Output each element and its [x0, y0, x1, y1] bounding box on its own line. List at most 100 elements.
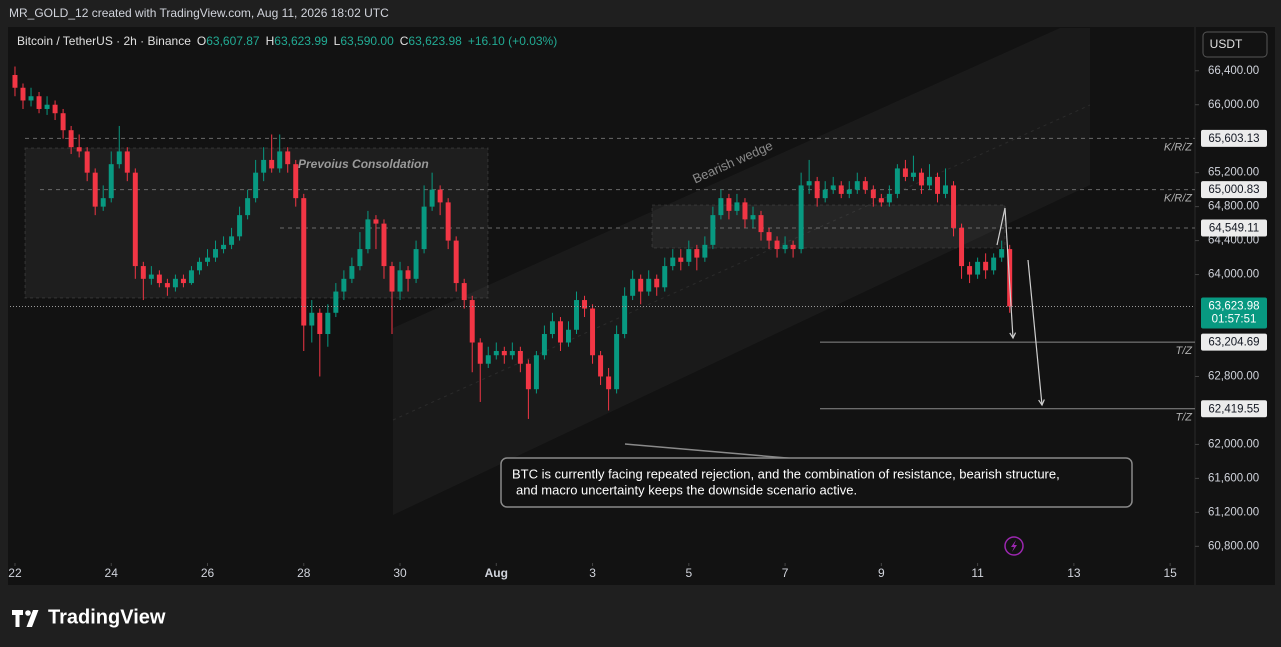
- candle-body: [180, 278, 186, 284]
- candle-body: [806, 181, 812, 186]
- candle-body: [662, 266, 668, 288]
- candle-body: [654, 278, 660, 288]
- candle-body: [437, 189, 443, 203]
- candle-body: [983, 261, 989, 271]
- candle-body: [533, 355, 539, 390]
- candle-body: [862, 181, 868, 190]
- candle-body: [253, 172, 259, 199]
- candle-body: [622, 295, 628, 335]
- candle-body: [156, 274, 162, 284]
- ohlc-value: 63,607.87: [206, 34, 260, 48]
- x-tick-label: 11: [971, 566, 984, 580]
- candle-body: [566, 329, 571, 343]
- event-icon[interactable]: [1004, 536, 1024, 556]
- logo-part: [25, 610, 31, 616]
- candle-body: [52, 104, 58, 114]
- candle-body: [959, 227, 965, 267]
- candle-body: [301, 198, 307, 326]
- candle-body: [582, 300, 588, 309]
- currency-button[interactable]: [1202, 31, 1268, 58]
- candle-body: [943, 185, 949, 194]
- currency[interactable]: USDT: [1210, 37, 1243, 51]
- candle-body: [341, 278, 347, 292]
- candle-body: [734, 202, 740, 211]
- candle-body: [525, 363, 531, 390]
- y-tick-label: 62,800.00: [1208, 371, 1259, 383]
- candle-body: [967, 266, 973, 275]
- candle-body: [469, 300, 475, 343]
- candle-body: [405, 270, 411, 279]
- candle-body: [116, 151, 122, 165]
- arrow-line: [996, 207, 1006, 246]
- x-tick-label: 28: [297, 566, 311, 580]
- logo-part: [26, 610, 39, 627]
- candle-body: [293, 164, 299, 199]
- brand: TradingView: [48, 606, 166, 628]
- x-tick-label: 15: [1163, 566, 1177, 580]
- candle-body: [84, 151, 90, 173]
- candle-body: [357, 249, 363, 267]
- candle-body: [726, 198, 732, 211]
- x-tick-label: 24: [105, 566, 119, 580]
- x-tick-label: 5: [685, 566, 692, 580]
- level-label: 64,549.11: [1209, 222, 1259, 234]
- level-label-box: [1201, 333, 1267, 351]
- ohlc-key: H: [266, 34, 275, 48]
- y-tick-label: 66,400.00: [1208, 65, 1259, 77]
- candle-body: [269, 159, 275, 169]
- candle-body: [886, 193, 892, 203]
- candle-body: [870, 189, 876, 199]
- candle-body: [830, 185, 836, 190]
- candle-body: [196, 261, 202, 271]
- candle-body: [694, 249, 700, 258]
- y-tick-label: 60,800.00: [1208, 540, 1259, 552]
- candle-body: [814, 181, 820, 199]
- candle-body: [485, 355, 491, 364]
- arrow-head: [1038, 399, 1045, 407]
- x-tick-label: Aug: [485, 566, 508, 580]
- attribution: MR_GOLD_12 created with TradingView.com,…: [9, 6, 389, 20]
- change: +16.10 (+0.03%): [468, 34, 557, 48]
- level-label-box: [1201, 129, 1267, 147]
- symbol: Bitcoin / TetherUS · 2h · Binance: [17, 34, 191, 48]
- y-tick-label: 66,000.00: [1208, 99, 1259, 111]
- candle-body: [854, 181, 860, 190]
- level-label-box: [1201, 181, 1267, 199]
- candle-body: [172, 278, 178, 288]
- candle-body: [742, 202, 748, 220]
- candle-body: [766, 232, 772, 241]
- candle-body: [686, 249, 692, 262]
- candle-body: [790, 244, 796, 250]
- ohlc-value: 63,623.99: [274, 34, 328, 48]
- candle-body: [381, 223, 387, 267]
- candle-body: [910, 172, 916, 177]
- candles: [12, 66, 1013, 419]
- candle-body: [598, 355, 604, 377]
- x-tick-label: 22: [8, 566, 22, 580]
- level-label: 65,000.83: [1208, 184, 1259, 196]
- arrow-line: [1027, 259, 1043, 406]
- note-line: BTC is currently facing repeated rejecti…: [512, 466, 1060, 481]
- candle-body: [902, 168, 908, 177]
- candle-body: [60, 113, 66, 131]
- symbol-header: Bitcoin / TetherUS · 2h · Binance O63,607…: [17, 34, 557, 48]
- candle-body: [606, 376, 612, 390]
- consolidation-label: Prevoius Consoldation: [298, 157, 429, 171]
- candle-body: [951, 185, 957, 228]
- last-price-box: [1201, 297, 1267, 329]
- candle-body: [36, 96, 42, 109]
- ohlc-key: C: [400, 34, 409, 48]
- candle-body: [461, 283, 467, 301]
- arrow-line: [1004, 207, 1014, 339]
- note-box: [500, 457, 1133, 508]
- y-tick-label: 61,600.00: [1208, 472, 1259, 484]
- y-tick-label: 65,200.00: [1208, 167, 1259, 179]
- y-tick-label: 64,400.00: [1208, 235, 1259, 247]
- candle-body: [590, 308, 596, 356]
- last-price-label: 63,623.98: [1208, 301, 1259, 313]
- x-tick-label: 3: [589, 566, 596, 580]
- candle-body: [429, 189, 435, 207]
- y-tick-label: 64,800.00: [1208, 201, 1259, 213]
- candle-body: [188, 270, 194, 284]
